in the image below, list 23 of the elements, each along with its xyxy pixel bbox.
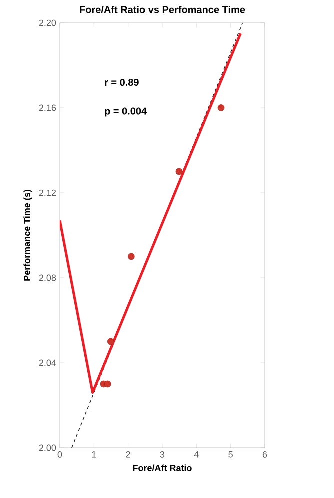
x-tick-label: 6: [262, 452, 268, 458]
chart-title: Fore/Aft Ratio vs Perfomance Time: [80, 6, 246, 14]
y-tick-label: 2.08: [39, 274, 56, 282]
y-tick-label: 2.12: [39, 190, 56, 196]
y-tick-label: 2.04: [39, 360, 56, 366]
point: [176, 168, 183, 176]
x-tick-label: 3: [160, 452, 165, 458]
x-tick-label: 2: [126, 452, 130, 458]
y-tick-label: 2.16: [39, 104, 56, 112]
annotation: r = 0.89: [105, 78, 139, 86]
annotation: p = 0.004: [105, 108, 147, 117]
point: [128, 253, 135, 260]
x-tick-label: 4: [194, 452, 199, 458]
x-axis-title: Fore/Aft Ratio: [133, 464, 192, 472]
y-tick-label: 2.00: [39, 444, 56, 452]
y-axis-title: Performance Time (s): [24, 190, 32, 281]
point: [108, 338, 114, 346]
x-tick-label: 1: [92, 452, 96, 458]
point: [218, 104, 225, 112]
y-tick-label: 2.20: [39, 20, 56, 26]
point: [104, 380, 112, 388]
x-tick-label: 5: [228, 452, 233, 458]
x-tick-label: 0: [58, 452, 62, 458]
